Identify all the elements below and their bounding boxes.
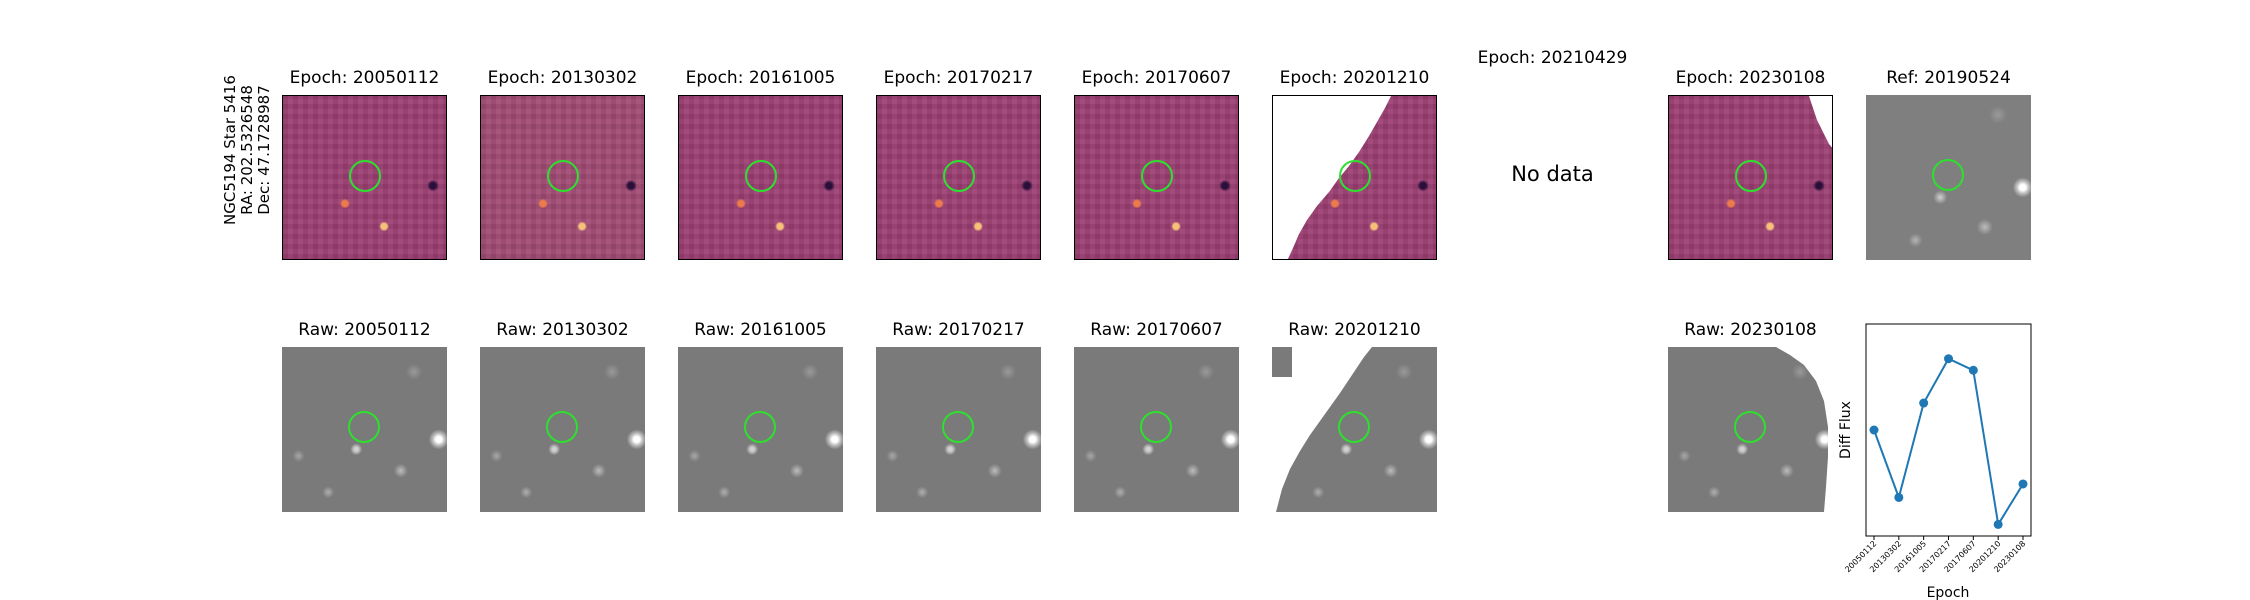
- data-point: [1894, 492, 1904, 502]
- diff-title-2: Epoch: 20130302: [487, 68, 638, 88]
- target-circle: [1339, 160, 1371, 192]
- target-circle: [1140, 411, 1172, 443]
- target-circle: [1338, 411, 1370, 443]
- raw-title-1: Raw: 20050112: [298, 320, 431, 340]
- raw-image-4: [876, 347, 1041, 512]
- target-circle: [349, 160, 381, 192]
- target-circle: [1141, 160, 1173, 192]
- raw-title-6: Raw: 20201210: [1288, 320, 1421, 340]
- target-circle: [745, 160, 777, 192]
- data-point: [1869, 425, 1879, 435]
- raw-title-7: Raw: 20230108: [1684, 320, 1817, 340]
- raw-image-2: [480, 347, 645, 512]
- target-circle: [1734, 411, 1766, 443]
- y-axis-label: Diff Flux: [1838, 401, 1854, 459]
- no-coverage-mask: [1273, 96, 1391, 259]
- no-coverage-mask: [1809, 96, 1832, 148]
- diff-title-5: Epoch: 20170607: [1081, 68, 1232, 88]
- no-coverage-mask: [1776, 347, 1833, 512]
- target-circle: [744, 411, 776, 443]
- raw-title-3: Raw: 20161005: [694, 320, 827, 340]
- diff-title-3: Epoch: 20161005: [685, 68, 836, 88]
- raw-image-6: [1272, 347, 1437, 512]
- data-point: [2018, 479, 2028, 489]
- target-circle: [547, 160, 579, 192]
- diff-image-4: [876, 95, 1041, 260]
- diff-image-3: [678, 95, 843, 260]
- diff-title-4: Epoch: 20170217: [883, 68, 1034, 88]
- star-dec: Dec: 47.1728987: [255, 85, 273, 215]
- target-circle: [1932, 159, 1964, 191]
- diff-title-6: Epoch: 20201210: [1279, 68, 1430, 88]
- data-point: [1944, 354, 1953, 364]
- no-data-label: No data: [1511, 162, 1594, 186]
- data-point: [1993, 519, 2003, 529]
- raw-image-5: [1074, 347, 1239, 512]
- diff-image-6: [1272, 95, 1437, 260]
- diff-image-5: [1074, 95, 1239, 260]
- raw-image-3: [678, 347, 843, 512]
- diff-image-8: [1668, 95, 1833, 260]
- target-circle: [348, 411, 380, 443]
- raw-title-2: Raw: 20130302: [496, 320, 629, 340]
- target-circle: [942, 411, 974, 443]
- data-point: [1968, 365, 1978, 375]
- diff-title-8: Epoch: 20230108: [1675, 68, 1826, 88]
- diff-image-1: [282, 95, 447, 260]
- diff-title-7: Epoch: 20210429: [1477, 48, 1628, 68]
- target-circle: [546, 411, 578, 443]
- no-coverage-mask: [1272, 347, 1372, 512]
- star-name: NGC5194 Star 5416: [221, 75, 239, 225]
- x-axis-label: Epoch: [1927, 585, 1970, 600]
- target-circle: [1735, 160, 1767, 192]
- diff-image-2: [480, 95, 645, 260]
- star-label: NGC5194 Star 5416 RA: 202.5326548 Dec: 4…: [221, 50, 282, 250]
- target-circle: [943, 160, 975, 192]
- raw-title-4: Raw: 20170217: [892, 320, 1025, 340]
- ref-image: [1866, 95, 2031, 260]
- star-ra: RA: 202.5326548: [238, 85, 256, 215]
- light-curve-chart: 2005011220130302201610052017021720170607…: [1838, 323, 2032, 600]
- raw-title-5: Raw: 20170607: [1090, 320, 1223, 340]
- raw-image-7: [1668, 347, 1833, 512]
- ref-title: Ref: 20190524: [1886, 68, 2011, 88]
- diff-title-1: Epoch: 20050112: [289, 68, 440, 88]
- data-point: [1919, 398, 1929, 408]
- raw-image-1: [282, 347, 447, 512]
